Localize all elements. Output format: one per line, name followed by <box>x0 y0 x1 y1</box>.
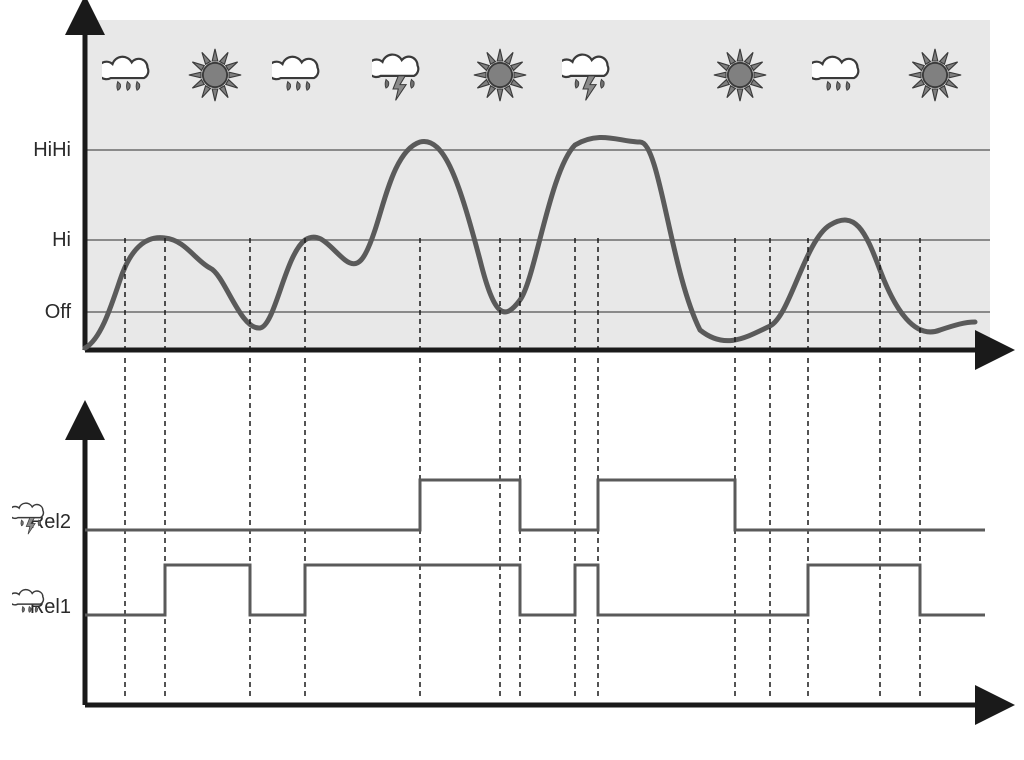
threshold-label-hi: Hi <box>52 229 71 251</box>
diagram-svg: HiHiHiOffRel2Rel1 <box>0 0 1024 760</box>
diagram-container: { "canvas": { "width": 1024, "height": 7… <box>0 0 1024 760</box>
threshold-label-hihi: HiHi <box>33 139 71 161</box>
threshold-label-off: Off <box>45 301 72 323</box>
rel2-trace <box>85 480 985 530</box>
rel1-trace <box>85 565 985 615</box>
